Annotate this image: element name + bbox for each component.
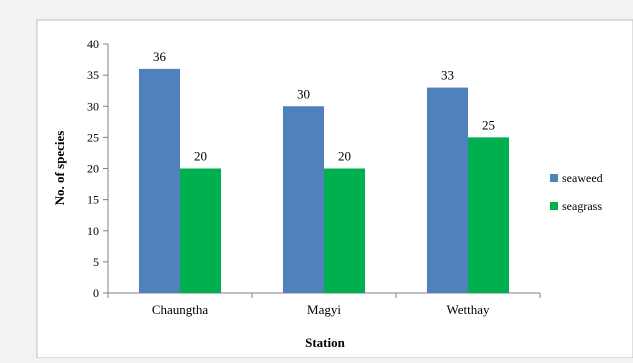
category-label: Magyi bbox=[307, 302, 341, 317]
y-tick-label: 15 bbox=[87, 193, 99, 207]
y-tick-label: 0 bbox=[93, 286, 99, 300]
y-axis-title: No. of species bbox=[52, 131, 67, 206]
data-label: 30 bbox=[297, 86, 310, 101]
x-axis-title: Station bbox=[305, 335, 346, 350]
y-tick-label: 5 bbox=[93, 255, 99, 269]
bar-seaweed bbox=[427, 87, 468, 293]
legend-label: seaweed bbox=[562, 171, 603, 185]
bar-seaweed bbox=[139, 68, 180, 294]
data-label: 33 bbox=[441, 68, 454, 83]
bar-seagrass bbox=[180, 168, 221, 293]
data-label: 36 bbox=[153, 49, 167, 64]
category-label: Wetthay bbox=[447, 302, 490, 317]
bar-seagrass bbox=[468, 137, 509, 293]
data-label: 20 bbox=[338, 149, 351, 164]
y-tick-label: 30 bbox=[87, 99, 99, 113]
data-label: 25 bbox=[482, 117, 495, 132]
y-tick-label: 10 bbox=[87, 224, 99, 238]
y-tick-label: 25 bbox=[87, 130, 99, 144]
bar-seagrass bbox=[324, 168, 365, 293]
y-tick-label: 40 bbox=[87, 37, 99, 51]
legend-swatch-seagrass bbox=[550, 202, 558, 210]
bar-seaweed bbox=[283, 106, 324, 293]
legend-label: seagrass bbox=[562, 199, 602, 213]
legend-swatch-seaweed bbox=[550, 174, 558, 182]
y-tick-label: 20 bbox=[87, 162, 99, 176]
category-label: Chaungtha bbox=[152, 302, 209, 317]
data-label: 20 bbox=[194, 149, 207, 164]
y-tick-label: 35 bbox=[87, 68, 99, 82]
